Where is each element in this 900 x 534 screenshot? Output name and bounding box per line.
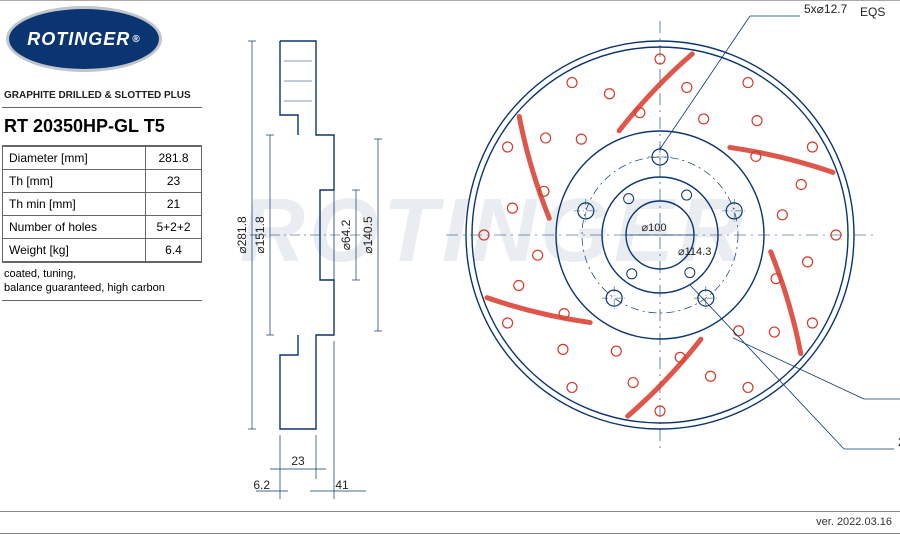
table-row: Th [mm]23 (3, 170, 202, 193)
part-number: RT 20350HP-GL T5 (2, 108, 202, 146)
brand-logo: ROTINGER® (6, 6, 162, 72)
version-label: ver. 2022.03.16 (816, 516, 892, 528)
table-row: Th min [mm]21 (3, 193, 202, 216)
info-panel: GRAPHITE DRILLED & SLOTTED PLUS RT 20350… (2, 86, 202, 301)
table-row: Diameter [mm]281.8 (3, 147, 202, 170)
product-subtitle: GRAPHITE DRILLED & SLOTTED PLUS (2, 86, 202, 108)
svg-text:23: 23 (291, 454, 305, 468)
svg-text:6.2: 6.2 (253, 478, 270, 492)
spec-table: Diameter [mm]281.8 Th [mm]23 Th min [mm]… (2, 146, 202, 262)
svg-text:EQS: EQS (860, 5, 885, 19)
svg-text:⌀100: ⌀100 (642, 222, 667, 234)
svg-text:⌀64.2: ⌀64.2 (339, 219, 353, 250)
svg-text:⌀151.8: ⌀151.8 (253, 216, 267, 254)
svg-text:⌀114.3: ⌀114.3 (678, 246, 711, 258)
svg-text:⌀281.8: ⌀281.8 (235, 216, 249, 254)
svg-text:5x⌀12.7: 5x⌀12.7 (804, 2, 848, 16)
technical-drawing: ⌀281.8 ⌀151.8 ⌀64.2 ⌀140.5 23 6.2 41 5x⌀12.7 EQS… (210, 0, 900, 510)
product-notes: coated, tuning, balance guaranteed, high… (2, 262, 202, 301)
table-row: Number of holes5+2+2 (3, 216, 202, 239)
table-row: Weight [kg]6.4 (3, 239, 202, 262)
svg-text:41: 41 (335, 478, 349, 492)
svg-text:⌀140.5: ⌀140.5 (361, 216, 375, 254)
